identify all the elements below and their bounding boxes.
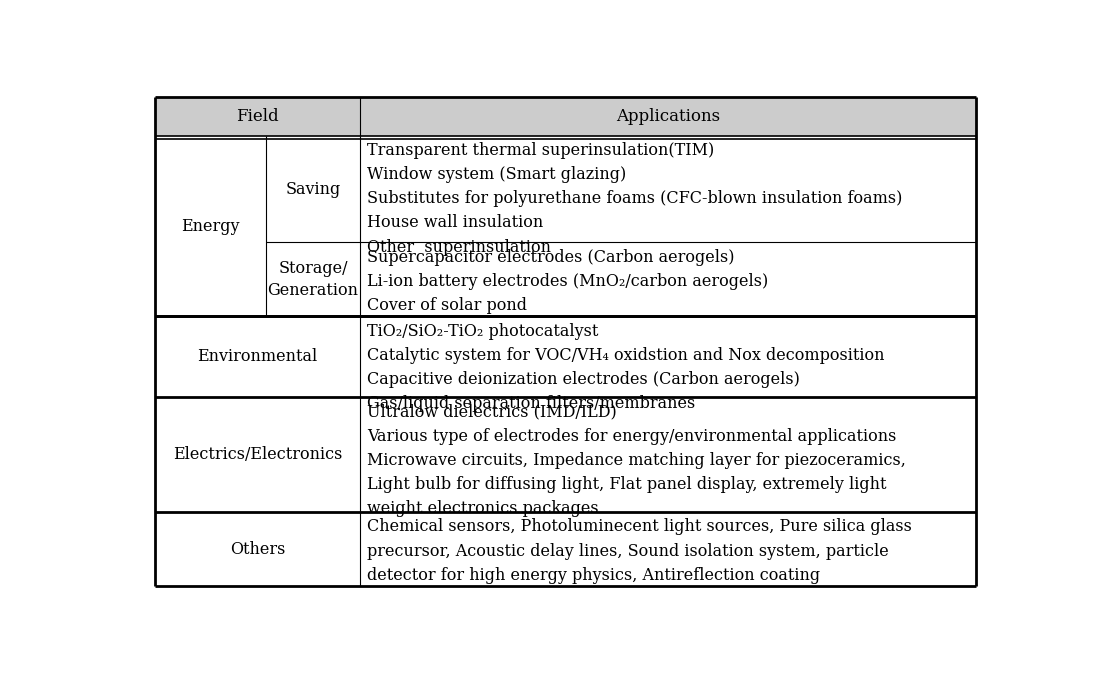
Text: Field: Field bbox=[236, 107, 279, 125]
Text: Ultralow dielectrics (IMD/ILD)
Various type of electrodes for energy/environment: Ultralow dielectrics (IMD/ILD) Various t… bbox=[367, 404, 906, 517]
Bar bbox=[360, 397, 976, 512]
Text: Saving: Saving bbox=[286, 180, 341, 197]
Text: Environmental: Environmental bbox=[197, 348, 318, 365]
Bar bbox=[154, 316, 360, 397]
Bar bbox=[360, 316, 976, 397]
Text: Transparent thermal superinsulation(TIM)
Window system (Smart glazing)
Substitut: Transparent thermal superinsulation(TIM)… bbox=[367, 142, 902, 256]
Bar bbox=[360, 136, 976, 243]
Text: Storage/
Generation: Storage/ Generation bbox=[267, 260, 358, 299]
Bar bbox=[266, 136, 360, 243]
Bar bbox=[154, 512, 360, 586]
Text: Electrics/Electronics: Electrics/Electronics bbox=[173, 446, 342, 463]
Text: Applications: Applications bbox=[615, 107, 720, 125]
Bar bbox=[154, 97, 360, 136]
Text: Chemical sensors, Photoluminecent light sources, Pure silica glass
precursor, Ac: Chemical sensors, Photoluminecent light … bbox=[367, 518, 912, 583]
Text: Energy: Energy bbox=[181, 218, 239, 235]
Bar bbox=[154, 136, 266, 316]
Bar bbox=[360, 243, 976, 316]
Bar bbox=[360, 97, 976, 136]
Bar bbox=[266, 243, 360, 316]
Text: Supercapacitor electrodes (Carbon aerogels)
Li-ion battery electrodes (MnO₂/carb: Supercapacitor electrodes (Carbon aeroge… bbox=[367, 249, 768, 314]
Bar bbox=[154, 397, 360, 512]
Bar bbox=[360, 512, 976, 586]
Text: Others: Others bbox=[229, 541, 286, 558]
Text: TiO₂/SiO₂-TiO₂ photocatalyst
Catalytic system for VOC/VH₄ oxidstion and Nox deco: TiO₂/SiO₂-TiO₂ photocatalyst Catalytic s… bbox=[367, 322, 885, 412]
